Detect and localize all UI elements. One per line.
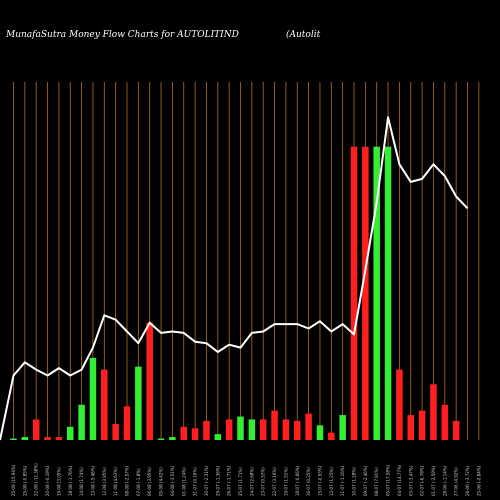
vertical-grid	[13, 82, 480, 440]
chart-title-right: (Autolit	[286, 29, 321, 40]
money-flow-bar	[21, 437, 29, 440]
x-tick-label: 14-08 (1.74%)	[79, 467, 84, 496]
x-tick-label: 05-08 (4.42%)	[159, 467, 164, 496]
money-flow-bar	[350, 146, 358, 440]
money-flow-bar	[191, 428, 199, 440]
x-tick-label: 24-07 (2.68%)	[249, 467, 254, 496]
money-flow-bar	[225, 419, 233, 440]
money-flow-bar	[78, 404, 85, 440]
money-flow-bar	[203, 420, 210, 440]
x-tick-label: 09-07 (-2.46%)	[363, 465, 368, 496]
money-flow-bar	[89, 357, 97, 440]
money-flow-bar	[214, 434, 222, 440]
money-flow-bar	[305, 413, 312, 440]
money-flow-bar	[452, 420, 460, 440]
money-flow-bar	[441, 404, 449, 440]
x-tick-label: 03-07 (-3.47%)	[408, 465, 413, 496]
money-flow-bar	[430, 384, 437, 440]
money-flow-bar	[418, 410, 426, 440]
x-tick-label: 22-08 (-12.38%)	[34, 463, 39, 496]
x-tick-label: 11-07 (-1.16%)	[340, 465, 345, 496]
x-tick-label: 02-07 (-6.78%)	[420, 465, 425, 496]
x-tick-label: 19-08 (3.05%)	[56, 467, 61, 496]
x-tick-label: 26-07 (-1.71%)	[227, 465, 232, 496]
money-flow-bar	[294, 420, 301, 440]
x-tick-label: 01-07 (-2.59%)	[431, 465, 436, 496]
x-tick-label: 22-07 (3.16%)	[272, 467, 277, 496]
money-flow-bar	[316, 425, 324, 440]
money-flow-bar	[271, 410, 278, 440]
x-tick-label: 18-08 (-1.76%)	[68, 465, 73, 496]
x-tick-label: 05-07 (17.58%)	[386, 464, 391, 496]
money-flow-bar	[169, 437, 176, 440]
x-tick-label: 12-07 (1.25%)	[329, 467, 334, 496]
x-tick-label: 13-08 (-5.46%)	[90, 465, 95, 496]
x-tick-label: 11-08 (4.63%)	[113, 467, 118, 496]
x-tick-label: 27-06 (4.92%)	[454, 467, 459, 496]
money-flow-bar	[328, 432, 335, 440]
money-flow-bar	[112, 423, 119, 440]
money-flow-bar	[123, 406, 131, 440]
chart-title: MunafaSutra Money Flow Charts for AUTOLI…	[5, 30, 239, 40]
x-tick-label: 31-07 (0.16%)	[193, 467, 198, 496]
bar-series	[10, 146, 460, 440]
x-tick-label: 20-08 (-0.19%)	[45, 465, 50, 496]
x-tick-label: 28-06 (-1.14%)	[442, 465, 447, 496]
x-tick-label: 30-07 (-2.31%)	[204, 465, 209, 496]
money-flow-bar	[101, 369, 108, 440]
money-flow-bar	[259, 419, 267, 440]
money-flow-bar	[248, 419, 256, 440]
x-tick-label: 19-07 (1.51%)	[283, 467, 288, 496]
money-flow-bar	[362, 146, 369, 440]
money-flow-bar	[282, 419, 290, 440]
money-flow-bar	[373, 146, 380, 440]
money-flow-bar	[407, 415, 414, 440]
money-flow-bar	[157, 438, 165, 440]
money-flow-bar	[55, 437, 63, 440]
x-tick-label: 04-07 (14.77%)	[397, 464, 402, 496]
x-tick-label: 29-07 (-1.36%)	[215, 465, 220, 496]
money-flow-bar	[339, 415, 346, 440]
money-flow-bar	[384, 146, 392, 440]
x-tick-label: 16-07 (0.25%)	[306, 467, 311, 496]
x-tick-label: 08-07 (7.91%)	[374, 467, 379, 496]
x-tick-label: 07-08 (-1.8%)	[136, 468, 141, 496]
money-flow-bar	[180, 426, 187, 440]
x-tick-label: 08-08 (-2.57%)	[125, 465, 130, 496]
x-tick-label: 10-07 (1.28%)	[352, 467, 357, 496]
money-flow-bar	[146, 322, 153, 440]
money-flow-bar	[32, 419, 40, 440]
price-line	[0, 116, 469, 441]
x-tick-label: 12-08 (3.95%)	[102, 467, 107, 496]
x-tick-label: 23-07 (0.53%)	[261, 467, 266, 496]
x-tick-label: 26-06 (-3.72%)	[465, 465, 470, 496]
line-series	[0, 116, 469, 441]
money-flow-bar	[396, 369, 403, 440]
money-flow-bar	[237, 416, 244, 440]
x-tick-label: 01-08 (1.24%)	[181, 467, 186, 496]
x-tick-label: 25-08 (-0.85%)	[22, 465, 27, 496]
x-tick-label: 25-06 (-0.84%)	[476, 465, 481, 496]
x-tick-label: 25-07 (1.71%)	[238, 467, 243, 496]
x-tick-label: 04-08 (-3.51%)	[170, 465, 175, 496]
x-axis-ticks: 25-09 (15.94%) 25-08 (-0.85%) 22-08 (-12.3…	[11, 463, 481, 496]
money-flow-bar	[67, 426, 74, 440]
x-tick-label: 15-07 (-0.93%)	[317, 465, 322, 496]
x-tick-label: 18-07 (-0.66%)	[295, 465, 300, 496]
money-flow-bar	[135, 366, 142, 440]
money-flow-bar	[44, 437, 51, 440]
x-tick-label: 25-09 (15.94%)	[11, 464, 16, 496]
money-flow-bar	[10, 438, 17, 440]
x-tick-label: 06-08 (3.95%)	[147, 467, 152, 496]
